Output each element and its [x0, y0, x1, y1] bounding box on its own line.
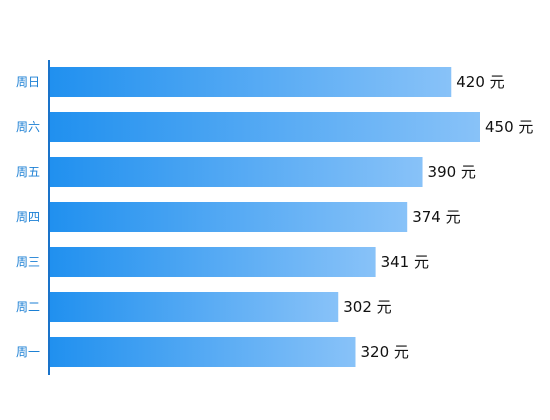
category-tick-label: 周五 [16, 165, 40, 179]
bar-value-label: 390 元 [428, 163, 476, 181]
bar-value-label: 341 元 [381, 253, 429, 271]
bar-value-label: 320 元 [360, 343, 408, 361]
bars [49, 67, 480, 367]
bar [49, 292, 339, 322]
bar-value-label: 420 元 [456, 73, 504, 91]
bar [49, 247, 376, 277]
bar-value-label: 374 元 [412, 208, 460, 226]
bar-value-label: 302 元 [343, 298, 391, 316]
bar [49, 67, 452, 97]
bar-value-label: 450 元 [485, 118, 533, 136]
bar [49, 202, 408, 232]
value-labels: 420 元 450 元 390 元 374 元 341 元 302 元 320 元 [343, 73, 533, 361]
category-tick-label: 周一 [16, 345, 40, 359]
bar [49, 157, 423, 187]
category-tick-label: 周三 [16, 255, 40, 269]
category-tick-label: 周日 [16, 75, 40, 89]
category-tick-label: 周四 [16, 210, 40, 224]
bar [49, 112, 480, 142]
category-tick-label: 周二 [16, 300, 40, 314]
category-tick-label: 周六 [16, 120, 40, 134]
bar [49, 337, 356, 367]
